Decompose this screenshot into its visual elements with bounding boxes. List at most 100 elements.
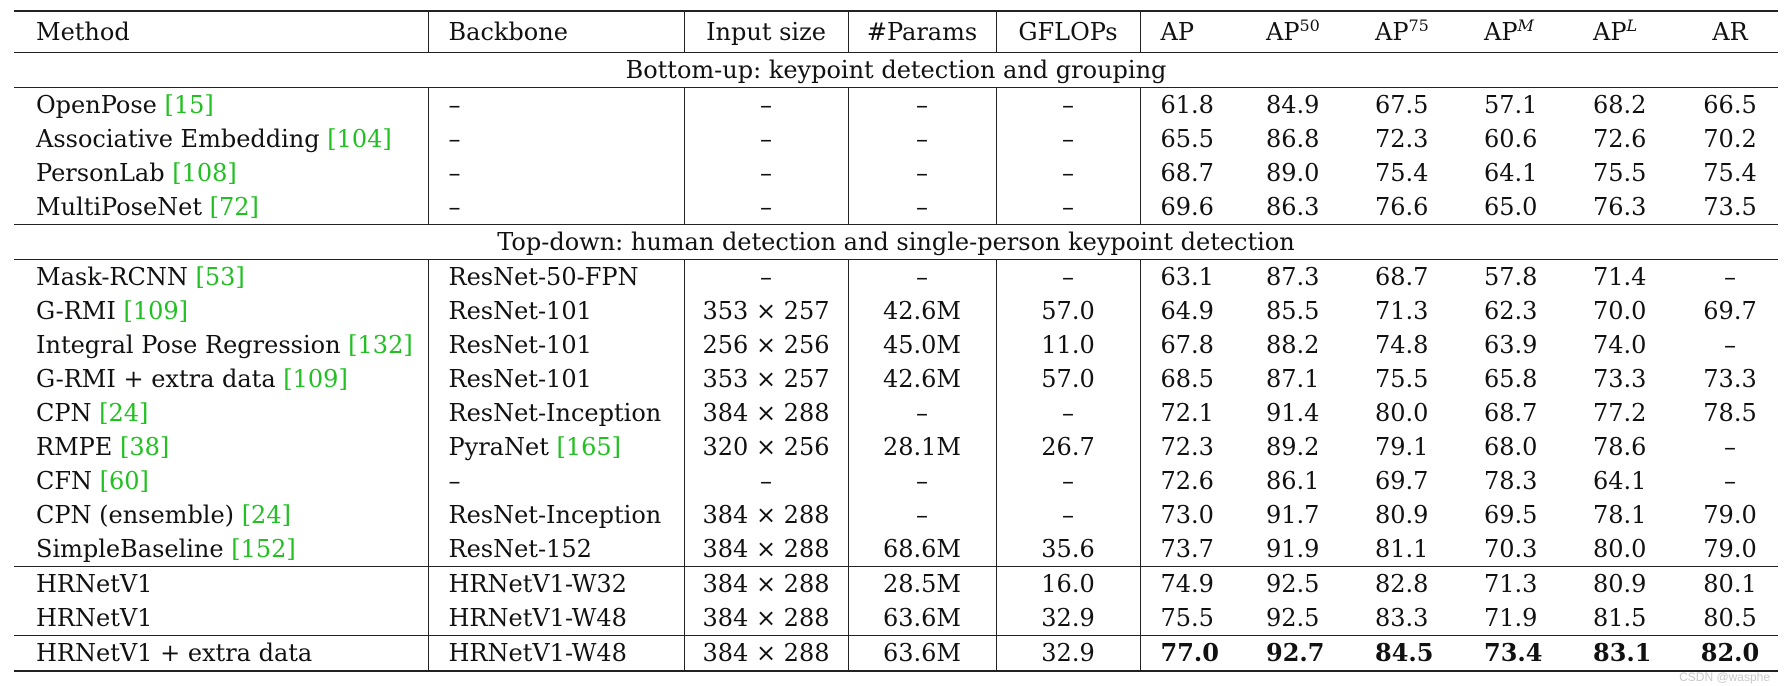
cell-text: 57.1 <box>1484 91 1538 119</box>
cell-ar: 79.0 <box>1682 498 1778 532</box>
cell-text: 70.3 <box>1484 535 1538 563</box>
cell-gflops: – <box>996 464 1141 498</box>
cell-text: 67.8 <box>1160 331 1214 359</box>
cell-backbone: ResNet-Inception <box>428 498 685 532</box>
cell-apl: 75.5 <box>1573 156 1682 190</box>
cell-text: ResNet-50-FPN <box>448 263 639 291</box>
cell-backbone: ResNet-101 <box>428 328 685 362</box>
cell-text: 91.9 <box>1266 535 1320 563</box>
cell-ar: 66.5 <box>1682 87 1778 122</box>
cell-ap50: 92.7 <box>1246 635 1355 672</box>
cell-text: 42.6M <box>882 365 961 393</box>
cell-gflops: 57.0 <box>996 362 1141 396</box>
cell-input-size: – <box>684 464 849 498</box>
cell-text: 72.3 <box>1160 433 1214 461</box>
cell-ap50: 91.4 <box>1246 396 1355 430</box>
cell-text: 64.9 <box>1160 297 1214 325</box>
cell-text: HRNetV1 <box>36 570 153 598</box>
cell-text: 68.6M <box>882 535 961 563</box>
cell-gflops: – <box>996 122 1141 156</box>
cell-text: 384 × 288 <box>702 604 830 632</box>
cell-text: 92.7 <box>1266 638 1325 667</box>
cell-apl: 83.1 <box>1573 635 1682 672</box>
cell-ap75: 72.3 <box>1355 122 1464 156</box>
cell-apm: 65.8 <box>1464 362 1573 396</box>
cell-text: HRNetV1 + extra data <box>36 639 313 667</box>
cell-apm: 71.3 <box>1464 566 1573 601</box>
cell-text: – <box>448 193 461 221</box>
cell-text: 32.9 <box>1041 639 1095 667</box>
cell-text: 77.0 <box>1160 638 1219 667</box>
cell-text: 69.6 <box>1160 193 1214 221</box>
cell-text: 11.0 <box>1041 331 1095 359</box>
cell-ap50: 87.3 <box>1246 259 1355 294</box>
cell-text: ResNet-Inception <box>448 399 662 427</box>
cell-input-size: 384 × 288 <box>684 396 849 430</box>
cell-gflops: 35.6 <box>996 532 1141 567</box>
cell-text: HRNetV1 <box>36 604 153 632</box>
cell-method: CPN [24] <box>14 396 429 430</box>
cell-ap: 72.1 <box>1140 396 1246 430</box>
cell-method: PersonLab [108] <box>14 156 429 190</box>
cell-text: 32.9 <box>1041 604 1095 632</box>
cell-ap75: 68.7 <box>1355 259 1464 294</box>
cell-text: 75.4 <box>1375 159 1429 187</box>
cell-text: – <box>916 193 928 221</box>
cell-params: 63.6M <box>848 635 997 672</box>
cell-text: 16.0 <box>1041 570 1095 598</box>
table-body: Bottom-up: keypoint detection and groupi… <box>14 52 1778 672</box>
cell-text: 84.5 <box>1375 638 1434 667</box>
cell-text: 66.5 <box>1703 91 1757 119</box>
cell-text: – <box>448 125 461 153</box>
cell-text: 76.3 <box>1593 193 1647 221</box>
cell-text: 82.8 <box>1375 570 1429 598</box>
citation-link: [152] <box>231 535 296 563</box>
cell-method: MultiPoseNet [72] <box>14 190 429 225</box>
cell-text: 87.1 <box>1266 365 1320 393</box>
cell-gflops: 32.9 <box>996 635 1141 672</box>
cell-input-size: 384 × 288 <box>684 532 849 567</box>
cell-text: MultiPoseNet <box>36 193 210 221</box>
cell-apl: 77.2 <box>1573 396 1682 430</box>
citation-link: [24] <box>241 501 291 529</box>
cell-text: 80.1 <box>1703 570 1757 598</box>
cell-ap: 75.5 <box>1140 601 1246 636</box>
cell-text: 384 × 288 <box>702 639 830 667</box>
table-row: Integral Pose Regression [132] ResNet-101… <box>14 328 1778 362</box>
cell-text: 72.3 <box>1375 125 1429 153</box>
cell-text: 75.5 <box>1375 365 1429 393</box>
cell-method: HRNetV1 <box>14 566 429 601</box>
cell-text: – <box>916 91 928 119</box>
cell-input-size: 256 × 256 <box>684 328 849 362</box>
cell-backbone: ResNet-Inception <box>428 396 685 430</box>
cell-apl: 74.0 <box>1573 328 1682 362</box>
section-row: Top-down: human detection and single-per… <box>14 224 1778 260</box>
cell-text: 57.8 <box>1484 263 1538 291</box>
cell-text: 68.7 <box>1375 263 1429 291</box>
cell-text: 69.5 <box>1484 501 1538 529</box>
cell-apl: 68.2 <box>1573 87 1682 122</box>
header-method: Method <box>14 10 429 53</box>
cell-text: 35.6 <box>1041 535 1095 563</box>
cell-ap50: 92.5 <box>1246 601 1355 636</box>
cell-params: – <box>848 498 997 532</box>
cell-text: 78.5 <box>1703 399 1757 427</box>
cell-text: – <box>916 399 928 427</box>
cell-gflops: – <box>996 87 1141 122</box>
cell-apl: 80.0 <box>1573 532 1682 567</box>
citation-link: [108] <box>172 159 237 187</box>
cell-text: SimpleBaseline <box>36 535 232 563</box>
cell-text: 80.9 <box>1375 501 1429 529</box>
cell-text: – <box>760 159 772 187</box>
cell-params: – <box>848 122 997 156</box>
citation-link: [109] <box>123 297 189 325</box>
cell-apl: 71.4 <box>1573 259 1682 294</box>
cell-apm: 65.0 <box>1464 190 1573 225</box>
cell-ap75: 69.7 <box>1355 464 1464 498</box>
cell-apm: 78.3 <box>1464 464 1573 498</box>
cell-text: 70.0 <box>1593 297 1647 325</box>
cell-text: 26.7 <box>1041 433 1095 461</box>
cell-apl: 72.6 <box>1573 122 1682 156</box>
cell-text: 68.5 <box>1160 365 1214 393</box>
cell-text: 75.4 <box>1703 159 1757 187</box>
